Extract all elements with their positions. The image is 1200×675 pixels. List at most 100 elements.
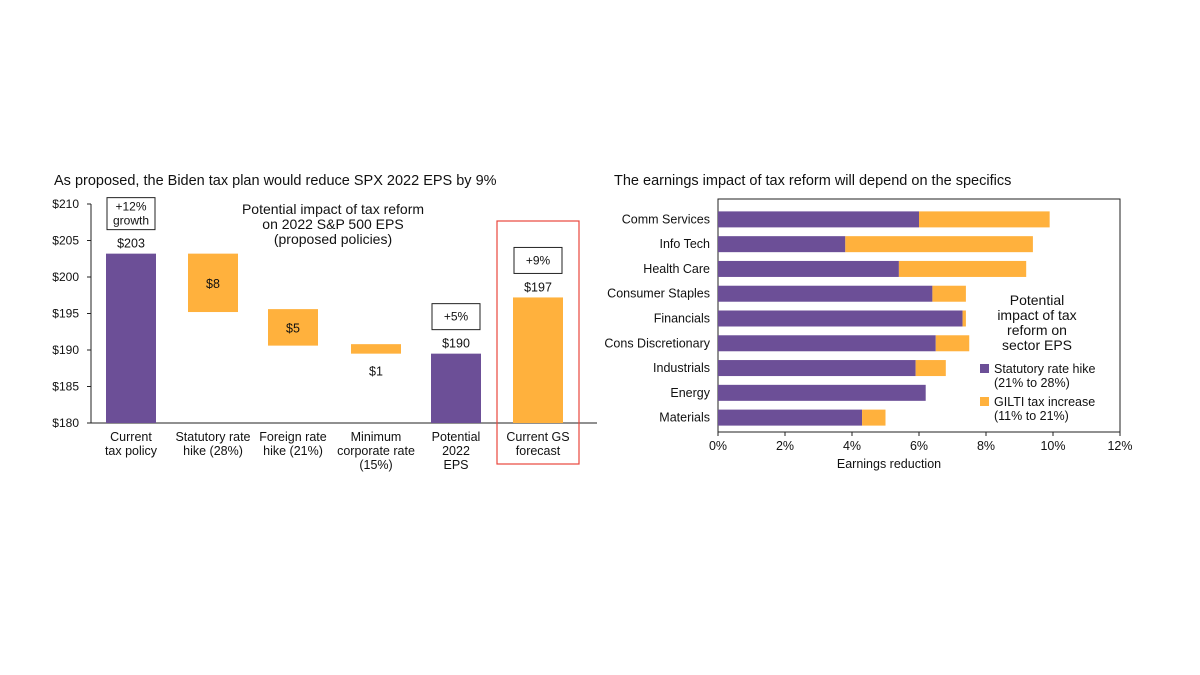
text-line: Potential — [432, 430, 481, 444]
bar-segment — [718, 335, 936, 352]
legend-label: GILTI tax increase (11% to 21%) — [994, 395, 1095, 423]
chart-inner-title: Potential impact of tax reform on 2022 S&… — [242, 201, 424, 247]
x-tick-label: 10% — [1040, 439, 1065, 453]
y-tick-label: $210 — [52, 197, 79, 211]
bar-segment — [845, 236, 1033, 253]
annotation-box — [513, 246, 563, 274]
bar-segment — [718, 211, 919, 228]
chart-title: The earnings impact of tax reform will d… — [614, 173, 1011, 189]
bar-segment — [718, 310, 963, 327]
x-tick-label: Minimum corporate rate (15%) — [337, 430, 415, 472]
y-tick-label: $180 — [52, 416, 79, 430]
text-line: Potential impact of tax reform — [242, 201, 424, 217]
annotation-text: +5% — [444, 310, 469, 324]
annotation-box — [106, 197, 156, 231]
x-axis: 0% 2% 4% 6% 8% 10% 12% Earnings reduction — [709, 198, 1133, 471]
text-line: EPS — [443, 458, 468, 472]
bar-segment — [718, 360, 916, 377]
text-line: tax policy — [105, 444, 158, 458]
text-line: Current — [110, 430, 152, 444]
y-axis: $180 $185 $190 $195 $200 $205 $210 — [52, 197, 597, 430]
bar — [351, 344, 401, 354]
legend-swatch — [980, 397, 989, 406]
y-tick-label: $205 — [52, 234, 79, 248]
text-line: Minimum — [351, 430, 402, 444]
eps-waterfall-chart: As proposed, the Biden tax plan would re… — [52, 173, 597, 472]
bar-segment — [919, 211, 1050, 228]
text-line: Foreign rate — [259, 430, 326, 444]
text-line: 2022 — [442, 444, 470, 458]
text-line: hike (21%) — [263, 444, 323, 458]
y-tick-label: $195 — [52, 307, 79, 321]
text-line: Potential — [1010, 292, 1064, 308]
text-line: Statutory rate — [175, 430, 250, 444]
chart-title: As proposed, the Biden tax plan would re… — [54, 173, 497, 189]
x-tick-label: 12% — [1107, 439, 1132, 453]
bar-segment — [718, 260, 899, 277]
bar-segment — [718, 409, 863, 426]
bar-segment — [718, 384, 926, 401]
bar-group: $203 +12% growth $8 $5 $1 $190 +5% $197 +9% — [106, 197, 580, 465]
text-line: (11% to 21%) — [994, 409, 1069, 423]
bar-segment — [962, 310, 966, 327]
y-tick-label: Industrials — [653, 361, 710, 375]
data-label: $1 — [369, 365, 383, 379]
text-line: GILTI tax increase — [994, 395, 1095, 409]
data-label: $190 — [442, 337, 470, 351]
text-line: +9% — [526, 253, 551, 267]
x-tick-label: Current GS forecast — [506, 430, 569, 458]
text-line: (15%) — [359, 458, 392, 472]
bar-segment — [935, 335, 970, 352]
y-tick-label: Cons Discretionary — [604, 336, 710, 350]
y-tick-label: $185 — [52, 380, 79, 394]
data-label: $8 — [206, 277, 220, 291]
text-line: (proposed policies) — [274, 231, 392, 247]
y-tick-label: Materials — [659, 411, 710, 425]
y-tick-label: $190 — [52, 343, 79, 357]
bar-segment — [862, 409, 886, 426]
x-tick-label: Potential 2022 EPS — [432, 430, 481, 472]
text-line: reform on — [1007, 322, 1067, 338]
text-line: growth — [113, 214, 149, 228]
chart-inner-title: Potential impact of tax reform on sector EP… — [997, 292, 1076, 353]
bar-segment — [898, 260, 1027, 277]
bar — [188, 253, 238, 313]
y-tick-label: $200 — [52, 270, 79, 284]
text-line: forecast — [516, 444, 561, 458]
text-line: Current GS — [506, 430, 569, 444]
text-line: +5% — [444, 310, 469, 324]
bar-segment — [718, 236, 846, 253]
bar — [431, 353, 481, 423]
x-tick-label: Current tax policy — [105, 430, 158, 458]
x-tick-label: 6% — [910, 439, 928, 453]
annotation-box — [431, 303, 481, 331]
text-line: corporate rate — [337, 444, 415, 458]
bar-segment — [932, 285, 966, 302]
text-line: hike (28%) — [183, 444, 243, 458]
bar — [268, 309, 318, 346]
bar-group: Comm Services Info Tech Health Care Consume… — [604, 211, 1050, 426]
annotation-text: +12% growth — [113, 200, 149, 228]
x-axis-label: Earnings reduction — [837, 457, 941, 471]
y-tick-label: Info Tech — [659, 237, 710, 251]
data-label: $203 — [117, 237, 145, 251]
text-line: sector EPS — [1002, 337, 1072, 353]
text-line: +12% — [115, 200, 146, 214]
text-line: (21% to 28%) — [994, 376, 1070, 390]
annotation-text: +9% — [526, 253, 551, 267]
x-tick-label: 8% — [977, 439, 995, 453]
bar — [106, 253, 156, 423]
y-tick-label: Consumer Staples — [607, 287, 710, 301]
highlight-box — [496, 220, 580, 465]
legend-swatch — [980, 364, 989, 373]
y-tick-label: Energy — [670, 386, 710, 400]
data-label: $197 — [524, 280, 552, 294]
legend-label: Statutory rate hike (21% to 28%) — [994, 362, 1095, 390]
bar-segment — [718, 285, 933, 302]
y-tick-label: Health Care — [643, 262, 710, 276]
bar-segment — [915, 360, 946, 377]
x-tick-label: Statutory rate hike (28%) — [175, 430, 250, 458]
bar — [513, 297, 563, 423]
y-tick-label: Financials — [654, 312, 710, 326]
